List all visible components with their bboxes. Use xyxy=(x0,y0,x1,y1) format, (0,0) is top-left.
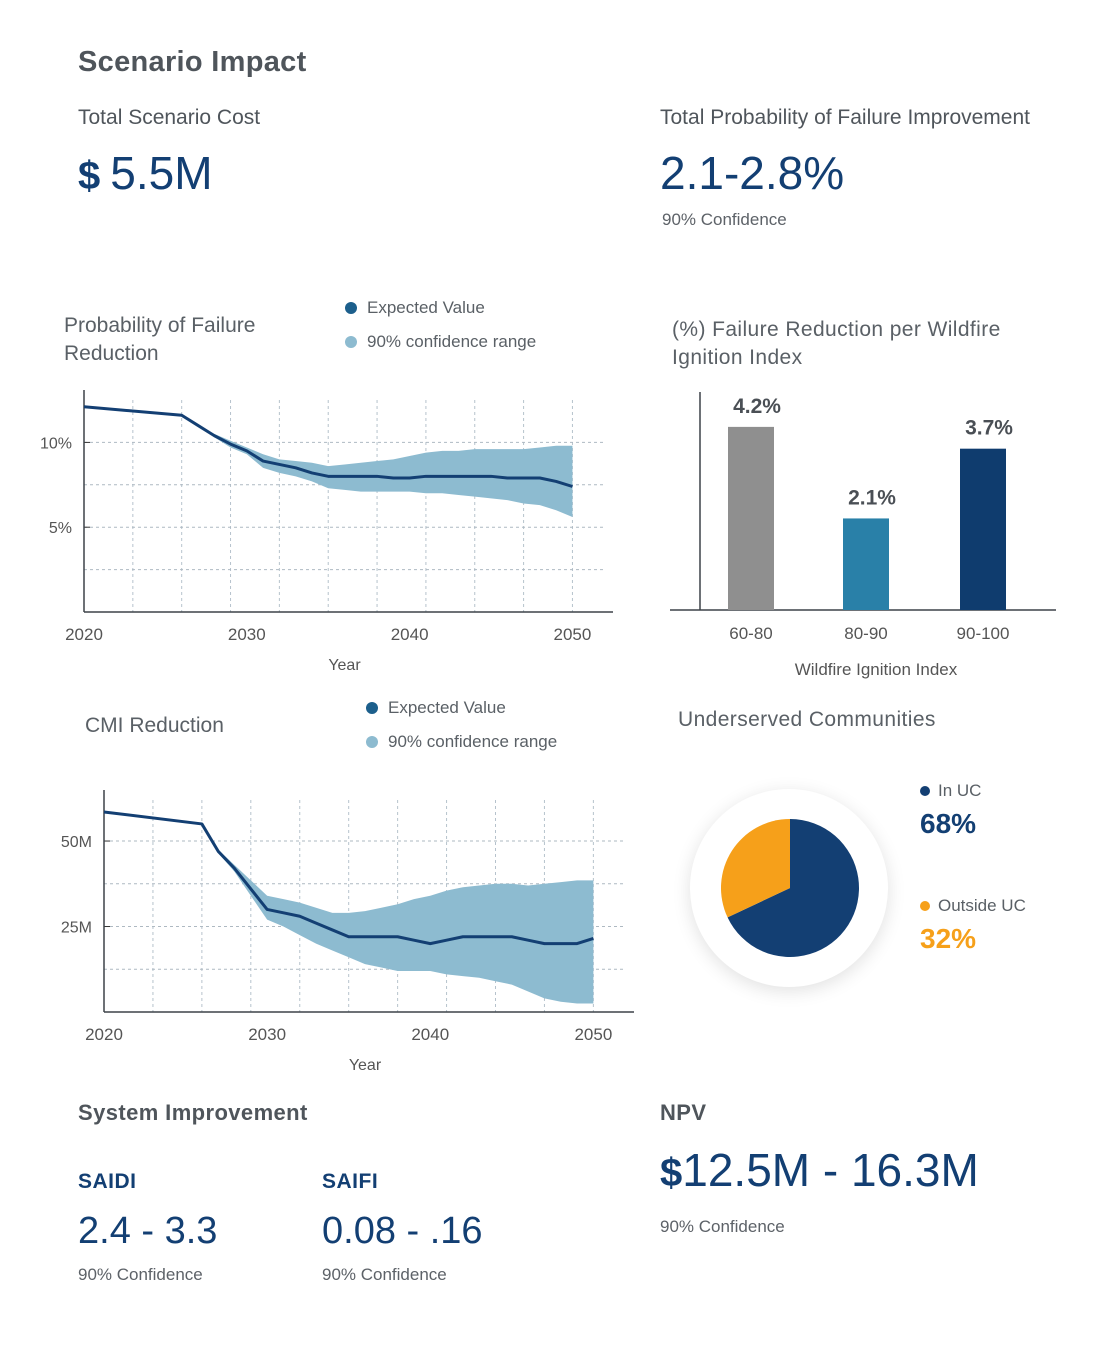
x-axis-label: Year xyxy=(349,1057,382,1074)
cmi-legend-expected-text: Expected Value xyxy=(388,698,506,717)
uc-out-label: Outside UC xyxy=(938,896,1026,915)
bar-60-80 xyxy=(728,426,774,610)
uc-out-legend: Outside UC xyxy=(920,896,1026,916)
bar-90-100 xyxy=(960,448,1006,610)
npv-confidence: 90% Confidence xyxy=(660,1217,785,1236)
bar-80-90 xyxy=(843,518,889,610)
bar-value-label: 2.1% xyxy=(848,486,896,509)
saifi-label: SAIFI xyxy=(322,1170,379,1193)
bar-value-label: 4.2% xyxy=(733,395,781,418)
x-tick-label: 2030 xyxy=(228,625,266,644)
pof-legend-range: 90% confidence range xyxy=(345,332,536,352)
cmi-legend-range-text: 90% confidence range xyxy=(388,732,558,751)
page-title: Scenario Impact xyxy=(78,46,307,78)
cost-amount: 5.5M xyxy=(110,147,213,199)
x-tick-label: 90-100 xyxy=(957,624,1010,643)
legend-dot-range xyxy=(366,736,378,748)
legend-dot-range xyxy=(345,336,357,348)
x-tick-label: 2020 xyxy=(85,1025,123,1044)
y-tick-label: 50M xyxy=(61,834,92,851)
y-tick-label: 5% xyxy=(49,520,72,537)
x-axis-label: Wildfire Ignition Index xyxy=(795,660,958,679)
x-tick-label: 2020 xyxy=(65,625,103,644)
wii-chart: 4.2% 60-80 2.1% 80-90 3.7% 90-100 Wildfire Ign… xyxy=(670,392,1056,679)
saifi-value: 0.08 - .16 xyxy=(322,1210,483,1252)
pof-chart: 5% 10% 2020 2030 2040 2050 Year xyxy=(40,390,613,674)
uc-in-label: In UC xyxy=(938,781,982,800)
saifi-confidence: 90% Confidence xyxy=(322,1265,447,1284)
bar-value-label: 3.7% xyxy=(965,417,1013,440)
pie-slice-outside-uc xyxy=(721,819,790,918)
pof-total-confidence: 90% Confidence xyxy=(662,210,787,229)
pof-legend-expected-text: Expected Value xyxy=(367,298,485,317)
x-tick-label: 2040 xyxy=(411,1025,449,1044)
cost-currency: $ xyxy=(78,154,101,198)
uc-in-legend: In UC xyxy=(920,781,981,801)
pof-chart-title: Probability of Failure Reduction xyxy=(64,314,256,365)
npv-label: NPV xyxy=(660,1100,707,1125)
x-tick-label: 2050 xyxy=(574,1025,612,1044)
saidi-label: SAIDI xyxy=(78,1170,137,1193)
x-tick-label: 80-90 xyxy=(844,624,887,643)
cmi-chart-title: CMI Reduction xyxy=(85,714,224,737)
cost-value: $5.5M xyxy=(78,146,213,200)
uc-title: Underserved Communities xyxy=(678,708,936,731)
uc-in-dot xyxy=(920,786,930,796)
x-tick-label: 2030 xyxy=(248,1025,286,1044)
pie-slice-in-uc xyxy=(727,819,859,957)
system-title: System Improvement xyxy=(78,1100,308,1125)
legend-dot-expected xyxy=(366,702,378,714)
cmi-legend-expected: Expected Value xyxy=(366,698,506,718)
cost-label: Total Scenario Cost xyxy=(78,106,261,129)
npv-currency: $ xyxy=(660,1151,683,1195)
x-tick-label: 2040 xyxy=(391,625,429,644)
saidi-confidence: 90% Confidence xyxy=(78,1265,203,1284)
x-axis-label: Year xyxy=(328,657,361,674)
uc-out-value: 32% xyxy=(920,923,977,954)
npv-value: $12.5M - 16.3M xyxy=(660,1143,979,1197)
x-tick-label: 60-80 xyxy=(729,624,772,643)
expected-line xyxy=(83,405,573,488)
y-tick-label: 10% xyxy=(40,435,72,452)
wii-chart-title: (%) Failure Reduction per Wildfire Ignit… xyxy=(672,318,1001,369)
uc-pie xyxy=(721,819,859,957)
y-tick-label: 25M xyxy=(61,920,92,937)
legend-dot-expected xyxy=(345,302,357,314)
cmi-chart: 25M 50M 2020 2030 2040 2050 Year xyxy=(61,790,634,1074)
uc-in-value: 68% xyxy=(920,808,977,839)
confidence-band xyxy=(84,406,573,518)
expected-line xyxy=(103,810,594,946)
uc-out-dot xyxy=(920,901,930,911)
cmi-legend-range: 90% confidence range xyxy=(366,732,557,752)
pof-legend-expected: Expected Value xyxy=(345,298,485,318)
x-tick-label: 2050 xyxy=(554,625,592,644)
pof-legend-range-text: 90% confidence range xyxy=(367,332,537,351)
pof-total-value: 2.1-2.8% xyxy=(660,147,845,199)
npv-amount: 12.5M - 16.3M xyxy=(682,1144,979,1196)
saidi-value: 2.4 - 3.3 xyxy=(78,1210,218,1252)
pof-total-label: Total Probability of Failure Improvement xyxy=(660,106,1030,129)
